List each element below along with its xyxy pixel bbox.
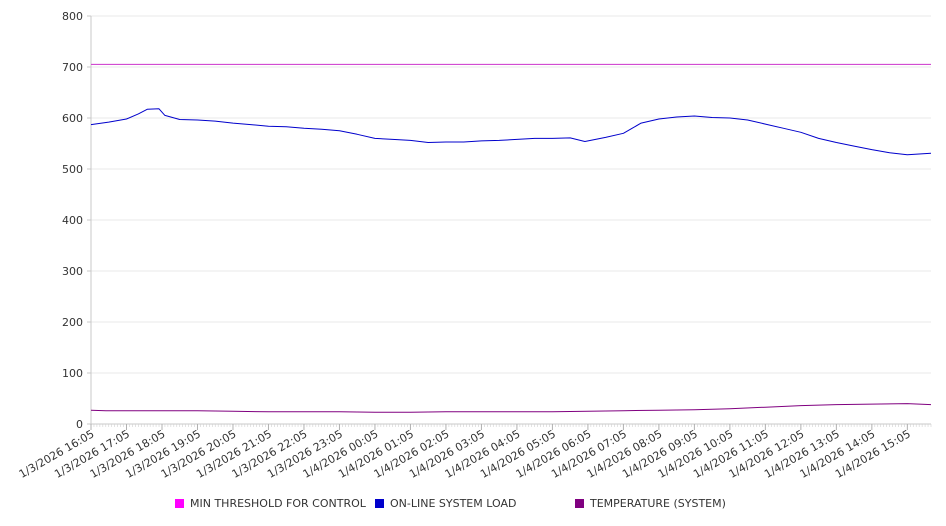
y-tick-label: 800 [62,10,83,23]
legend-item[interactable]: MIN THRESHOLD FOR CONTROL [175,497,366,510]
y-tick-label: 500 [62,163,83,176]
y-tick-label: 600 [62,112,83,125]
legend-label: MIN THRESHOLD FOR CONTROL [190,497,366,510]
series-lines [90,63,932,413]
legend: MIN THRESHOLD FOR CONTROL ON-LINE SYSTEM … [0,497,946,513]
legend-label: ON-LINE SYSTEM LOAD [390,497,517,510]
series-line-1 [90,108,932,156]
legend-label: TEMPERATURE (SYSTEM) [590,497,726,510]
legend-swatch [175,499,184,508]
y-tick-label: 200 [62,316,83,329]
legend-item[interactable]: TEMPERATURE (SYSTEM) [575,497,726,510]
grid-lines [91,15,931,374]
legend-item[interactable]: ON-LINE SYSTEM LOAD [375,497,516,510]
x-axis-ticks: 1/3/2026 16:051/3/2026 17:051/3/2026 18:… [17,424,932,481]
legend-swatch [375,499,384,508]
legend-swatch [575,499,584,508]
y-tick-label: 300 [62,265,83,278]
y-tick-label: 0 [76,418,83,431]
y-axis-ticks: 0 100 200 300 400 500 600 700 800 [62,10,91,431]
series-line-2 [90,403,932,413]
y-tick-label: 400 [62,214,83,227]
y-tick-label: 100 [62,367,83,380]
y-tick-label: 700 [62,61,83,74]
